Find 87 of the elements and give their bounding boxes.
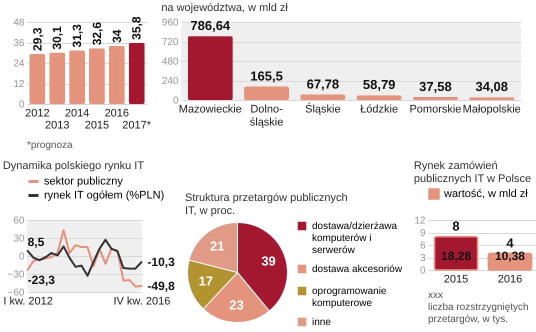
- bar: [128, 42, 145, 104]
- x-tick-label: 2015: [84, 120, 110, 132]
- line-series: [26, 229, 142, 288]
- bar: [49, 52, 66, 104]
- y-tick-label: 240: [162, 76, 179, 87]
- data-label: 30,1: [50, 26, 64, 50]
- annotation: -23,3: [28, 272, 56, 287]
- x-tick-label: 2014: [64, 108, 90, 120]
- data-label: 165,5: [250, 68, 283, 84]
- bar: [300, 94, 346, 100]
- text: liczba rozstrzygniętych przetargów, w tys.: [428, 302, 529, 325]
- y-tick-label: 0: [172, 96, 179, 106]
- y-tick-label: 30: [13, 234, 25, 244]
- y-tick-label: 0: [420, 266, 426, 276]
- x-tick-label: 2013: [44, 120, 70, 132]
- y-tick-label: 60: [13, 216, 25, 226]
- x-tick-label: Małopolskie: [462, 104, 521, 116]
- annotation: -49,8: [147, 278, 176, 293]
- y-tick-label: 3: [420, 253, 426, 264]
- y-tick-label: 36: [13, 38, 25, 49]
- y-tick-label: −30: [8, 270, 25, 280]
- y-tick-label: 480: [162, 56, 179, 68]
- y-tick-label: 9: [420, 228, 426, 239]
- annotation: 18,28: [441, 248, 472, 263]
- data-label: 32,6: [90, 22, 104, 46]
- annotation: 8,5: [28, 234, 45, 249]
- annotation: 10,38: [494, 248, 526, 263]
- bar: [88, 48, 105, 104]
- x-tick-label: IV kw. 2016: [113, 296, 170, 308]
- data-label: 31,3: [70, 24, 84, 48]
- legend-label: rynek IT ogółem (%PLN): [44, 190, 164, 202]
- legend-label: oprogramowanie komputerowe: [312, 286, 387, 309]
- data-label: 35,8: [130, 16, 144, 40]
- chart-title: Rynek zamówień publicznych IT w Polsce: [414, 160, 532, 185]
- x-tick-label: I kw. 2012: [3, 296, 53, 308]
- data-label: 34: [110, 29, 124, 43]
- legend-label: wartość, w mld zł: [443, 188, 528, 200]
- legend-label: inne: [312, 317, 332, 328]
- x-tick-label: Mazowieckie: [178, 104, 242, 116]
- data-label: 23: [229, 297, 244, 312]
- data-label: 4: [506, 235, 514, 250]
- data-label: 21: [210, 238, 225, 254]
- data-label: 8: [452, 218, 460, 234]
- y-tick-label: 6: [420, 240, 426, 252]
- data-label: 786,64: [190, 18, 231, 34]
- y-tick-label: 720: [162, 37, 179, 48]
- annotation: -10,3: [147, 255, 176, 270]
- legend-label: sektor publiczny: [44, 176, 124, 188]
- y-tick-label: 0: [18, 100, 25, 110]
- bar: [356, 95, 402, 100]
- x-tick-label: 2017*: [122, 120, 152, 132]
- x-tick-label: 2015: [444, 274, 468, 286]
- x-tick-label: Łódzkie: [360, 104, 398, 116]
- text: *prognoza: [27, 140, 74, 151]
- bar: [69, 50, 86, 104]
- x-tick-label: 2016: [104, 108, 130, 120]
- chart-title: na województwa, w mld zł: [161, 2, 288, 14]
- data-label: 37,58: [419, 78, 452, 94]
- bar: [244, 86, 290, 100]
- y-tick-label: 12: [13, 79, 25, 90]
- y-tick-label: 24: [13, 58, 25, 70]
- chart-title: Dynamika polskiego rynku IT: [2, 160, 144, 172]
- legend-label: dostawa/dzierżawa komputerów i serwerów: [312, 221, 398, 256]
- line-series: [26, 238, 142, 277]
- bar: [108, 46, 125, 104]
- y-tick-label: 0: [18, 252, 25, 262]
- x-tick-label: Pomorskie: [409, 104, 462, 116]
- legend-label: dostawa akcesoriów: [312, 264, 403, 275]
- bar: [412, 96, 458, 100]
- data-label: 17: [198, 274, 214, 289]
- data-label: 58,79: [362, 77, 396, 92]
- bar: [29, 54, 46, 104]
- data-label: 67,78: [306, 76, 340, 92]
- chart-title: Struktura przetargów publicznych IT, w proc.: [185, 192, 348, 217]
- x-tick-label: 2016: [498, 274, 522, 286]
- data-label: 34,08: [475, 79, 508, 94]
- x-tick-label: 2012: [25, 108, 50, 120]
- x-tick-label: Dolno-śląskie: [250, 104, 284, 128]
- y-tick-label: −60: [8, 288, 25, 298]
- data-label: 29,3: [30, 27, 44, 51]
- y-tick-label: 12: [414, 216, 426, 226]
- y-tick-label: 48: [13, 18, 25, 28]
- data-label: 39: [261, 253, 276, 268]
- text: xxx: [428, 290, 443, 301]
- y-tick-label: 960: [162, 18, 179, 28]
- bar: [188, 36, 233, 100]
- x-tick-label: Śląskie: [305, 102, 341, 116]
